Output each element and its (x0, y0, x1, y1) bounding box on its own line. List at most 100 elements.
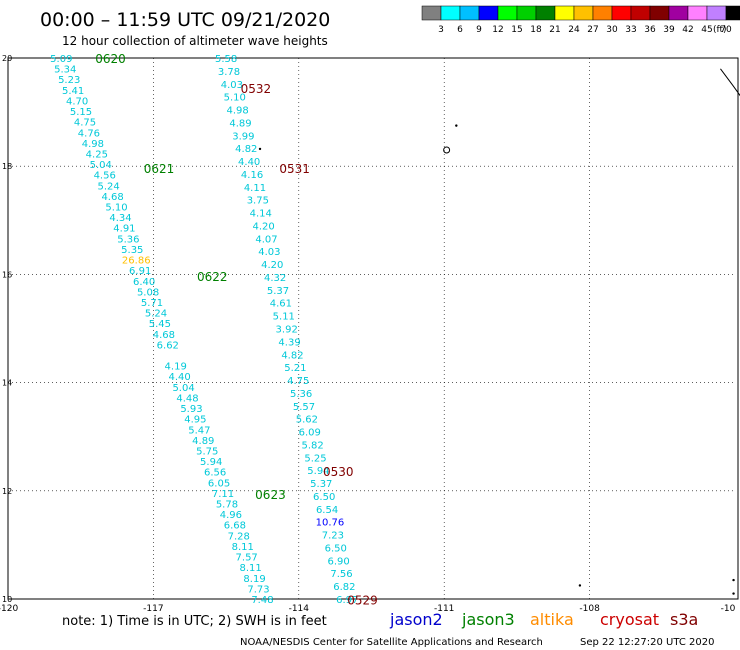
wave-height-value: 6.62 (157, 340, 179, 351)
color-scale-label: 39 (663, 25, 675, 35)
wave-height-value: 4.75 (287, 376, 309, 387)
wave-height-value: 26.86 (122, 256, 151, 267)
color-scale-label: 3 (438, 25, 444, 35)
wave-height-value: 4.20 (252, 221, 274, 232)
wave-height-value: 7.73 (247, 584, 269, 595)
color-scale-label: 70 (720, 25, 732, 35)
island-dot (732, 578, 735, 582)
wave-height-value: 5.04 (90, 160, 112, 171)
color-scale-label: 24 (568, 25, 580, 35)
island-dot (455, 124, 458, 127)
wave-height-value: 5.15 (70, 107, 92, 118)
wave-height-value: 4.48 (176, 393, 198, 404)
color-scale-label: 33 (625, 25, 636, 35)
longitude-tick-label: -117 (143, 604, 163, 614)
wave-height-value: 6.40 (133, 277, 155, 288)
wave-height-value: 6.50 (325, 543, 347, 554)
wave-height-value: 4.40 (168, 372, 190, 383)
wave-height-value: 5.24 (98, 181, 120, 192)
wave-height-value: 4.82 (281, 350, 303, 361)
wave-height-value: 6.05 (208, 478, 230, 489)
color-swatch (687, 5, 708, 21)
wave-height-value: 3.78 (218, 67, 240, 78)
wave-height-value: 6.09 (299, 428, 321, 439)
pass-time-label: 0623 (255, 488, 286, 502)
color-scale-label: 12 (492, 25, 503, 35)
color-scale-label: 6 (457, 25, 463, 35)
pass-time-label: 0622 (197, 270, 228, 284)
wave-height-value: 5.04 (172, 383, 194, 394)
color-swatch (630, 5, 651, 21)
wave-height-value: 7.23 (322, 531, 344, 542)
wave-height-value: 5.23 (58, 75, 80, 86)
latitude-tick-label: 20 (2, 54, 12, 63)
wave-height-value: 5.10 (224, 93, 246, 104)
latitude-tick-label: 12 (2, 487, 12, 496)
color-swatch (478, 5, 499, 21)
pass-time-label: 0621 (144, 162, 175, 176)
wave-height-value: 3.99 (232, 131, 254, 142)
wave-height-value: 5.94 (307, 466, 329, 477)
wave-height-value: 6.54 (316, 505, 338, 516)
wave-height-value: 7.28 (228, 531, 250, 542)
wave-height-value: 5.08 (137, 287, 159, 298)
wave-height-value: 3.92 (276, 325, 298, 336)
legend-cryosat: cryosat (600, 610, 659, 629)
wave-height-value: 3.75 (247, 196, 269, 207)
color-swatch (440, 5, 461, 21)
axis-tick-labels: -120 -117 -114 -111 -108 -10 10 12 14 16 18 20 (0, 54, 736, 614)
wave-height-value: 5.41 (62, 86, 84, 97)
wave-height-value: 5.25 (304, 453, 326, 464)
pass-time-label: 0532 (241, 82, 272, 96)
time-labels: 0620 0621 0622 0623 0532 0531 0530 0529 (95, 52, 378, 608)
wave-height-value: 5.21 (284, 363, 306, 374)
wave-height-value: 7.57 (236, 553, 258, 564)
wave-height-value: 5.37 (267, 286, 289, 297)
wave-height-value: 5.82 (302, 440, 324, 451)
wave-height-value: 5.71 (141, 298, 163, 309)
wave-height-value: 5.94 (200, 457, 222, 468)
wave-height-value: 6.56 (204, 468, 226, 479)
wave-height-value: 5.78 (216, 500, 238, 511)
color-swatch (497, 5, 518, 21)
wave-height-value: 6.90 (327, 556, 349, 567)
wave-height-value: 6.50 (313, 492, 335, 503)
color-swatch (668, 5, 689, 21)
wave-height-value: 5.93 (180, 404, 202, 415)
wave-height-value: 7.56 (330, 569, 352, 580)
wave-height-value: 4.20 (261, 260, 283, 271)
wave-height-value: 5.75 (196, 446, 218, 457)
wave-height-value: 7.11 (212, 489, 234, 500)
wave-height-value: 8.11 (232, 542, 254, 553)
color-swatch (535, 5, 556, 21)
legend-s3a: s3a (670, 610, 698, 629)
map-subtitle: 12 hour collection of altimeter wave hei… (62, 34, 328, 48)
longitude-tick-label: -120 (0, 604, 18, 614)
color-swatch (706, 5, 727, 21)
latitude-tick-label: 18 (2, 162, 12, 171)
wave-height-value: 4.34 (109, 213, 131, 224)
wave-height-value: 5.35 (121, 245, 143, 256)
longitude-tick-label: -10 (721, 604, 736, 614)
wave-height-value: 6.91 (129, 266, 151, 277)
wave-height-value: 4.56 (94, 171, 116, 182)
pass-time-label: 0530 (323, 465, 354, 479)
legend-altika: altika (530, 610, 574, 629)
longitude-tick-label: -111 (434, 604, 454, 614)
legend-jason2: jason2 (389, 610, 443, 629)
latitude-tick-label: 10 (2, 595, 12, 604)
legend-jason3: jason3 (461, 610, 515, 629)
wave-height-value: 5.45 (149, 319, 171, 330)
wave-height-value: 4.40 (238, 157, 260, 168)
wave-height-value: 4.89 (229, 118, 251, 129)
note-text: note: 1) Time is in UTC; 2) SWH is in fe… (62, 614, 327, 629)
color-scale-label: 45 (701, 25, 712, 35)
wave-height-value: 5.47 (188, 425, 210, 436)
map-frame (7, 57, 739, 600)
wave-height-value: 5.11 (273, 312, 295, 323)
wave-height-value: 4.14 (250, 209, 272, 220)
satellite-tracks: 5.095.345.235.414.705.154.754.764.984.25… (50, 54, 358, 606)
wave-height-value: 4.39 (278, 337, 300, 348)
wave-height-value: 7.48 (251, 595, 273, 606)
color-swatch (649, 5, 670, 21)
